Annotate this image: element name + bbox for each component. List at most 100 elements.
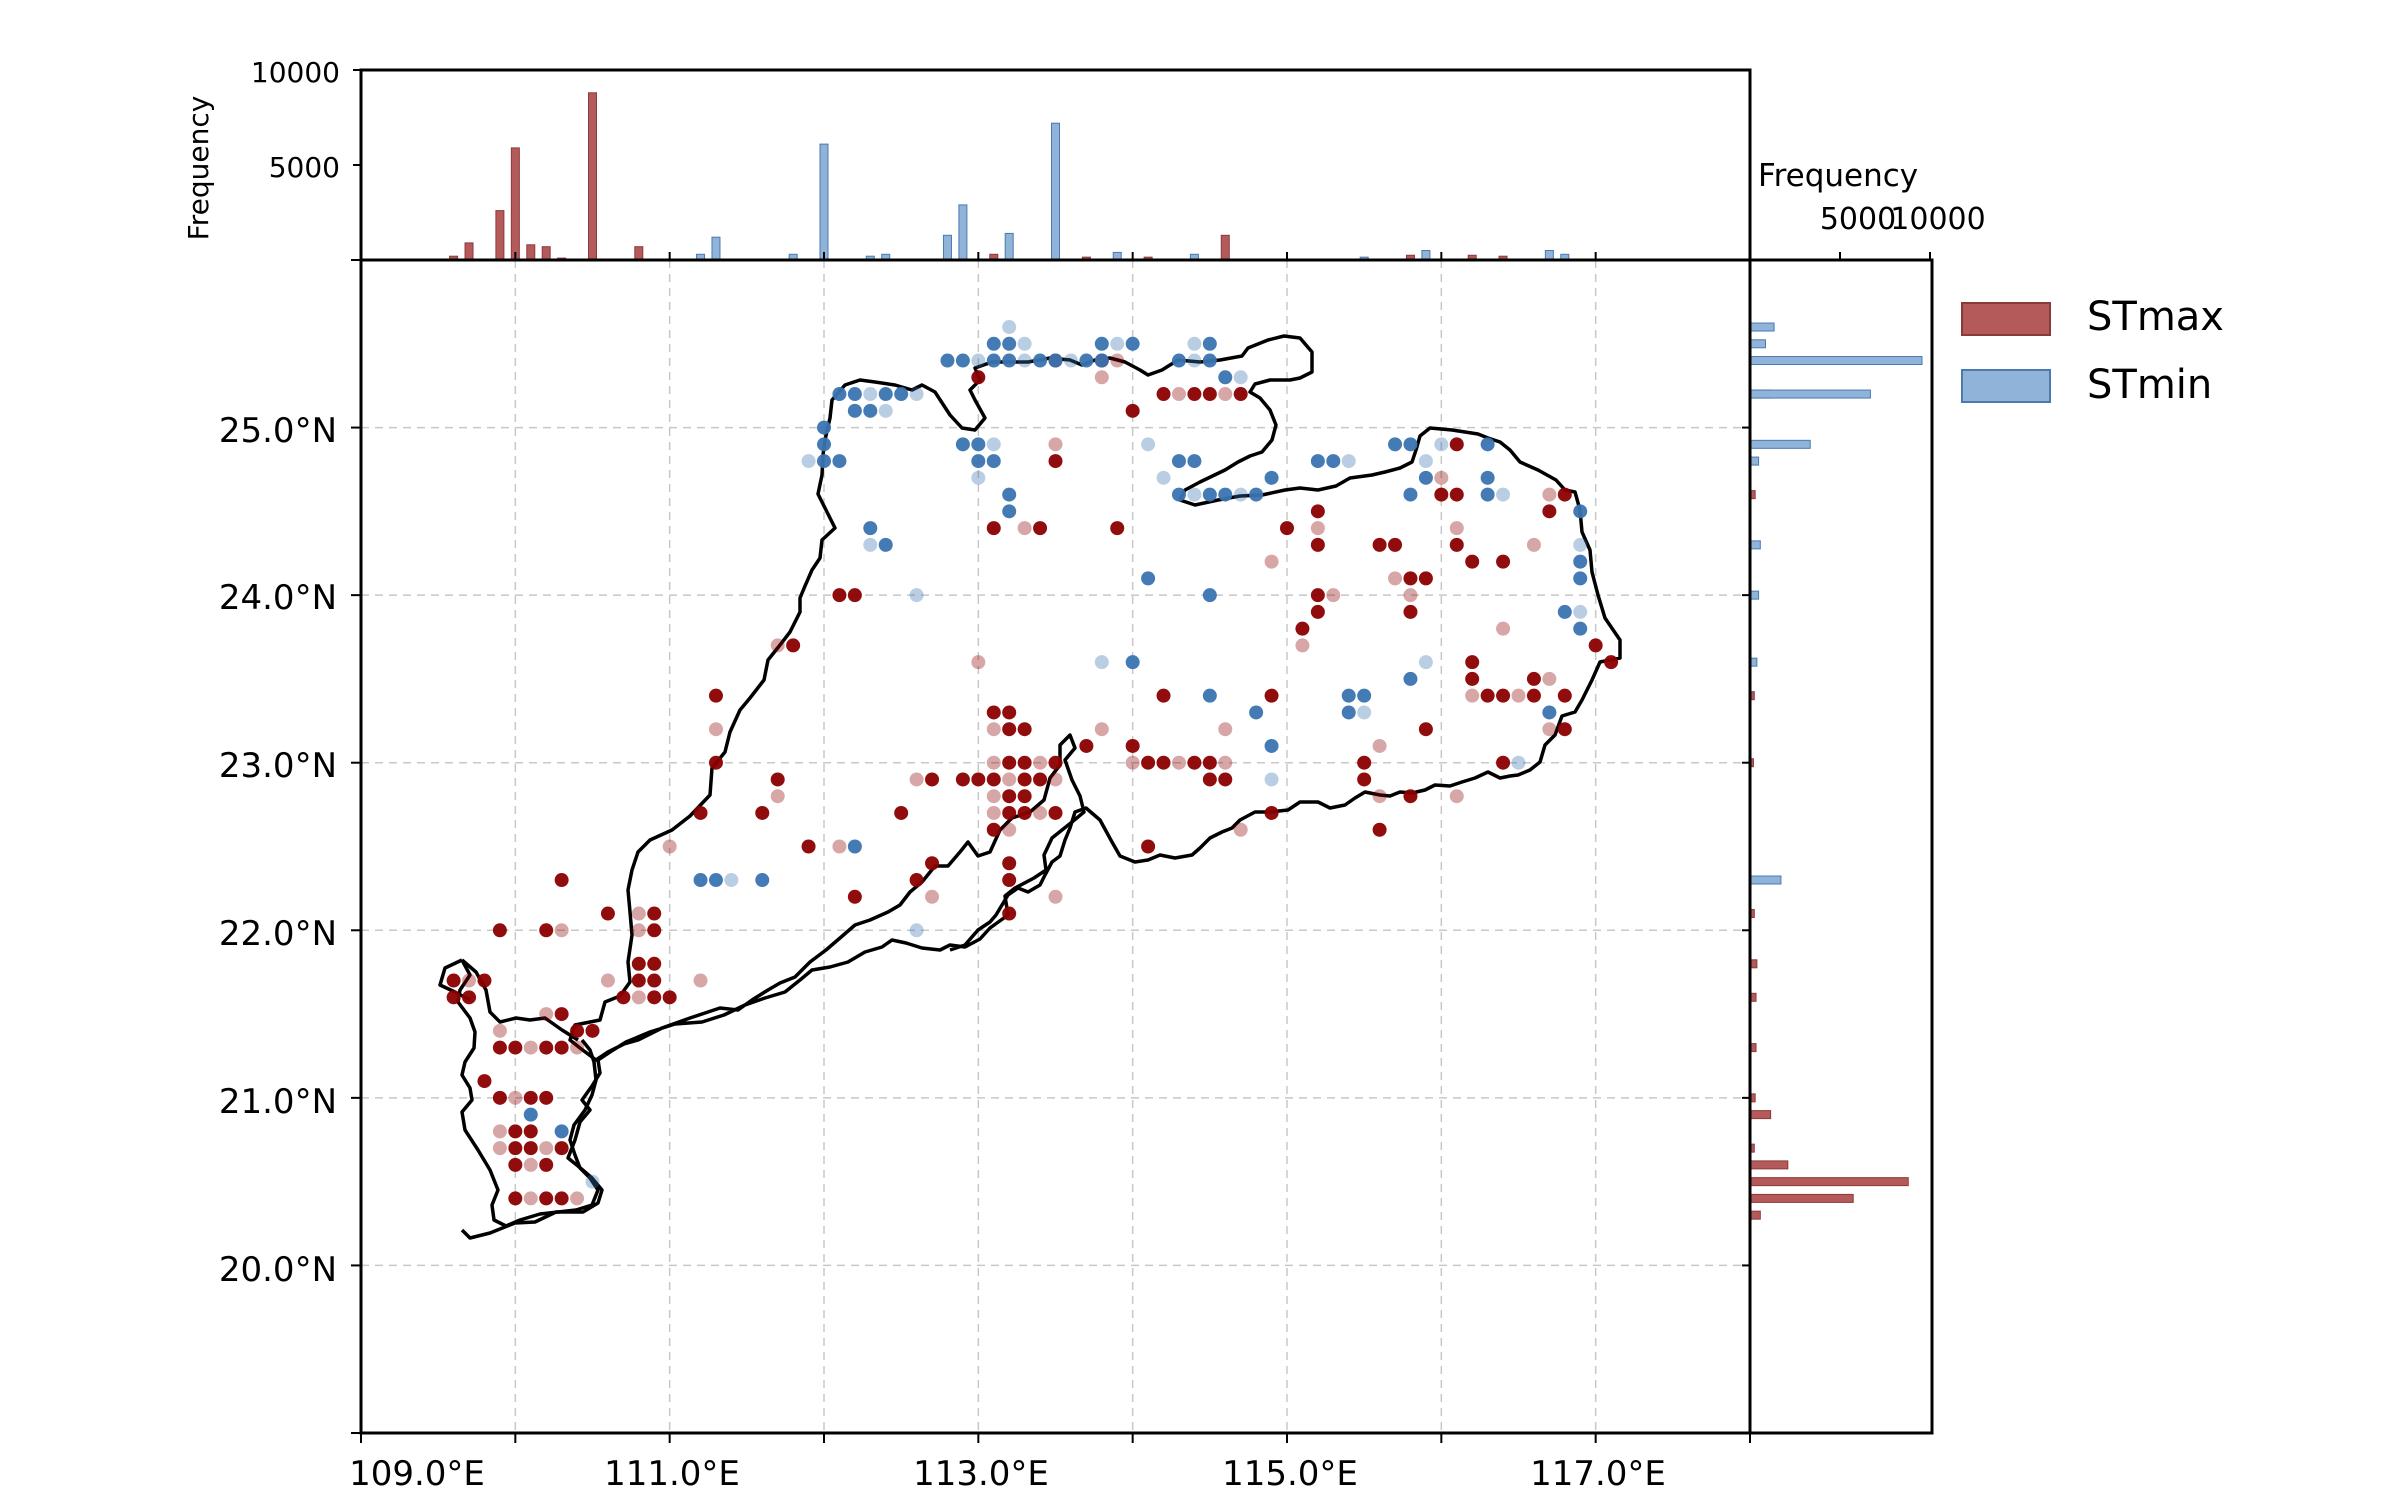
point-stmin (1002, 320, 1017, 335)
point-stmax (1280, 521, 1294, 536)
map-frame (359, 258, 1752, 1435)
point-stmax (1310, 537, 1325, 552)
point-stmax (1465, 688, 1480, 703)
point-stmax (662, 990, 677, 1005)
point-stmax (1264, 554, 1279, 569)
legend-swatch-stmin (1961, 369, 2051, 403)
point-stmax (539, 1090, 554, 1105)
point-stmax (971, 772, 986, 787)
point-stmin (832, 454, 847, 469)
right-hist-bar-stmax (1749, 1160, 1789, 1170)
point-stmin (1125, 655, 1140, 670)
point-stmax (539, 923, 554, 938)
point-stmin (1141, 437, 1156, 452)
point-stmax (554, 923, 569, 938)
point-stmax (1048, 889, 1063, 904)
top-hist-bar-stmax (510, 147, 520, 261)
point-stmax (616, 990, 631, 1005)
point-stmin (1171, 487, 1186, 502)
point-stmin (1573, 554, 1588, 569)
right-hist-xtick-5000: 5000 (1820, 202, 1896, 237)
ytick-label-24: 24.0°N (219, 578, 337, 618)
top-hist-bar-stmax (588, 92, 597, 261)
point-stmin (1573, 571, 1588, 586)
right-hist-bar-stmin (1749, 439, 1811, 449)
point-stmin (817, 454, 831, 469)
leizhou-peninsula-outline (456, 959, 600, 1228)
point-stmin (817, 420, 831, 435)
point-stmax (554, 1141, 569, 1156)
point-stmin (847, 387, 862, 402)
point-stmax (1171, 387, 1186, 402)
point-stmin (585, 1174, 600, 1189)
point-stmin (1002, 504, 1017, 519)
right-hist-bar-stmax (1749, 1110, 1772, 1120)
point-stmax (986, 772, 1001, 787)
point-stmin (955, 353, 970, 368)
point-stmax (1449, 487, 1464, 502)
point-stmin (1573, 621, 1588, 636)
map-y-ticks (351, 259, 1750, 1434)
point-stmin (1187, 336, 1202, 351)
point-stmin (863, 521, 878, 536)
point-stmin (971, 454, 986, 469)
point-stmax (1542, 504, 1557, 519)
point-stmin (1033, 353, 1048, 368)
xtick-label-115: 115.0°E (1222, 1454, 1358, 1494)
point-stmax (1310, 604, 1325, 619)
map-x-ticks (360, 252, 1751, 1443)
point-stmax (631, 990, 646, 1005)
point-stmax (1449, 789, 1464, 804)
point-stmin (1002, 487, 1017, 502)
point-stmin (909, 923, 924, 938)
point-stmax (986, 822, 1001, 837)
point-stmax (1372, 822, 1387, 837)
point-stmin (940, 353, 955, 368)
point-stmax (1048, 805, 1063, 820)
top-histogram: 10000 5000 Frequency (182, 56, 1752, 262)
point-stmin (1079, 353, 1094, 368)
point-stmax (539, 1191, 554, 1206)
point-stmax (523, 1157, 538, 1172)
point-stmin (847, 403, 862, 418)
point-stmin (909, 387, 924, 402)
point-stmin (1357, 705, 1372, 720)
point-stmax (1542, 671, 1557, 686)
point-stmax (1264, 805, 1279, 820)
point-stmax (1094, 722, 1109, 737)
point-stmax (508, 1141, 523, 1156)
point-stmax (1511, 688, 1526, 703)
point-stmin (909, 588, 924, 603)
point-stmax (1388, 537, 1403, 552)
point-stmax (1403, 571, 1418, 586)
point-stmax (1526, 688, 1541, 703)
point-stmax (1357, 755, 1372, 770)
point-stmin (1249, 487, 1264, 502)
point-stmin (1218, 370, 1233, 385)
point-stmax (925, 889, 940, 904)
ytick-label-25: 25.0°N (219, 411, 337, 451)
point-stmax (1372, 789, 1387, 804)
point-stmax (1496, 688, 1511, 703)
point-stmin (724, 873, 739, 888)
point-stmin (1187, 353, 1202, 368)
point-stmax (1048, 755, 1063, 770)
point-stmax (1002, 856, 1017, 871)
point-stmax (1110, 353, 1125, 368)
point-stmin (1511, 755, 1526, 770)
point-stmax (508, 1040, 523, 1055)
point-stmax (523, 1191, 538, 1206)
point-stmin (1557, 604, 1572, 619)
point-stmax (1017, 789, 1032, 804)
point-stmax (477, 1074, 492, 1089)
top-hist-bar-stmax (464, 242, 474, 261)
right-hist-bar-stmax (1749, 1193, 1854, 1203)
point-stmin (986, 437, 1001, 452)
point-stmax (1310, 588, 1325, 603)
point-stmax (1187, 387, 1202, 402)
point-stmax (492, 1090, 507, 1105)
point-stmax (755, 805, 770, 820)
point-stmax (1156, 688, 1171, 703)
point-stmax (986, 722, 1001, 737)
